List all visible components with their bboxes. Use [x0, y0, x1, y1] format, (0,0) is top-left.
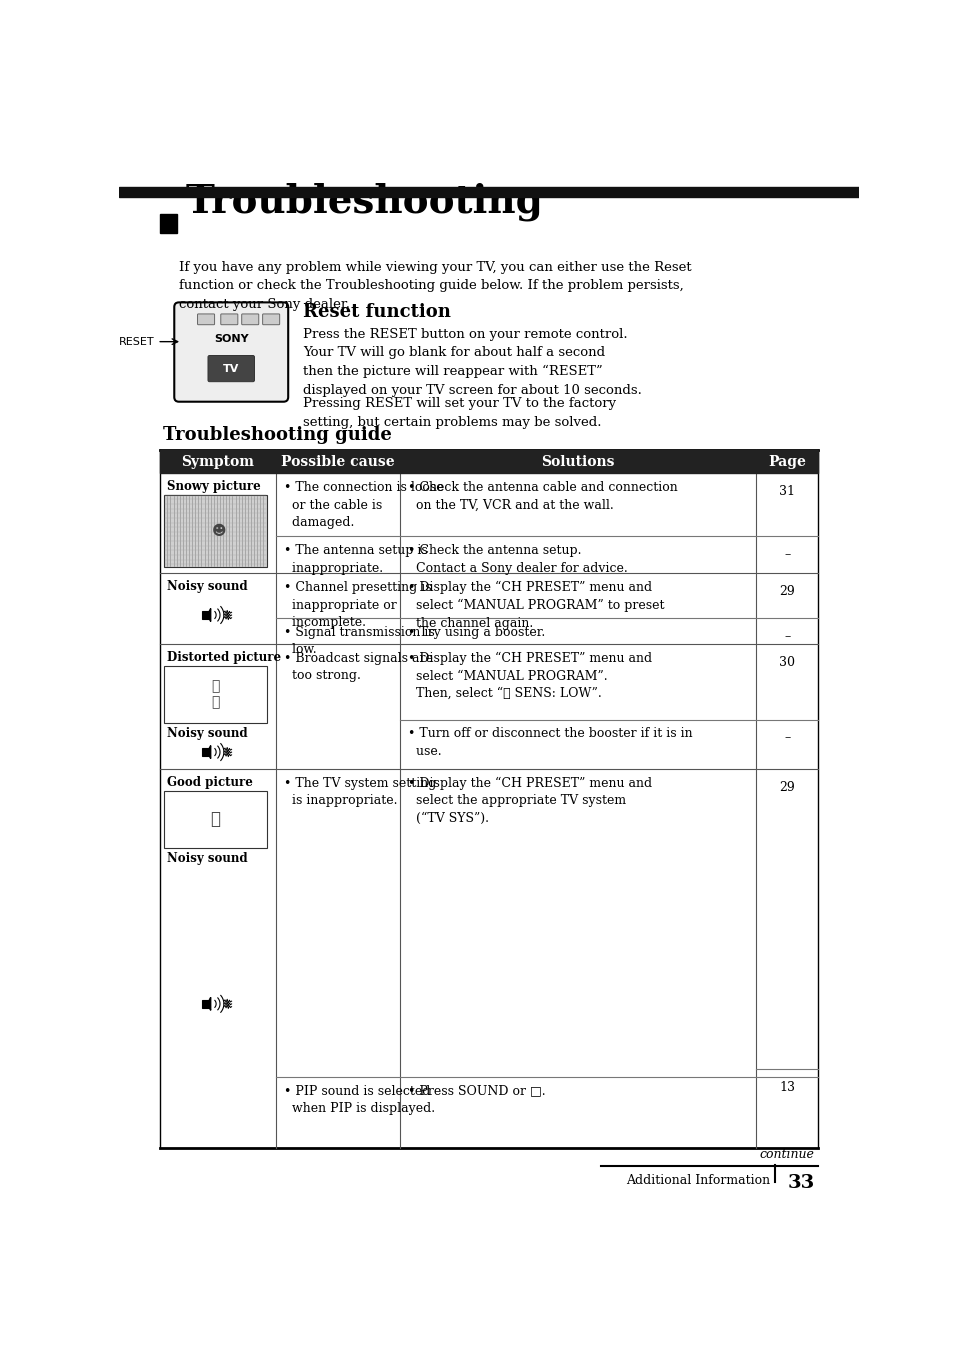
Polygon shape	[210, 745, 211, 758]
Text: If you have any problem while viewing your TV, you can either use the Reset
func: If you have any problem while viewing yo…	[179, 261, 691, 311]
Text: TV: TV	[223, 364, 239, 373]
FancyBboxPatch shape	[197, 314, 214, 324]
Text: • Press SOUND or □.: • Press SOUND or □.	[407, 1084, 544, 1098]
Text: • The connection is loose
  or the cable is
  damaged.: • The connection is loose or the cable i…	[283, 481, 443, 529]
Text: Additional Information: Additional Information	[625, 1174, 769, 1187]
Bar	[164, 665, 266, 723]
Text: Noisy sound: Noisy sound	[167, 852, 248, 865]
Text: Noisy sound: Noisy sound	[167, 580, 248, 594]
Text: continue: continue	[759, 1148, 814, 1161]
Polygon shape	[210, 608, 211, 622]
Bar	[164, 495, 266, 568]
Text: • Display the “CH PRESET” menu and
  select “MANUAL PROGRAM”.
  Then, select “⨐ : • Display the “CH PRESET” menu and selec…	[407, 652, 651, 700]
Text: 🏃: 🏃	[210, 810, 220, 827]
Text: Symptom: Symptom	[181, 454, 253, 469]
Text: Snowy picture: Snowy picture	[167, 480, 261, 493]
Text: ⚽
🏃: ⚽ 🏃	[211, 679, 219, 710]
FancyBboxPatch shape	[208, 356, 254, 381]
Polygon shape	[210, 998, 211, 1010]
Bar	[202, 999, 210, 1009]
Text: Distorted picture: Distorted picture	[167, 652, 281, 664]
FancyBboxPatch shape	[241, 314, 258, 324]
Text: • Signal transmission is
  low.: • Signal transmission is low.	[283, 626, 434, 656]
Text: • Channel presetting is
  inappropriate or
  incomplete.: • Channel presetting is inappropriate or…	[283, 581, 431, 629]
Text: • Check the antenna setup.
  Contact a Sony dealer for advice.: • Check the antenna setup. Contact a Son…	[407, 544, 627, 575]
Bar	[159, 215, 176, 233]
FancyBboxPatch shape	[220, 314, 237, 324]
Text: Noisy sound: Noisy sound	[167, 727, 248, 741]
Text: Page: Page	[767, 454, 805, 469]
Text: Possible cause: Possible cause	[281, 454, 395, 469]
Text: • Turn off or disconnect the booster if it is in
  use.: • Turn off or disconnect the booster if …	[407, 727, 692, 758]
Text: • Display the “CH PRESET” menu and
  select the appropriate TV system
  (“TV SYS: • Display the “CH PRESET” menu and selec…	[407, 776, 651, 825]
Text: –: –	[783, 548, 790, 561]
Text: 13: 13	[779, 1080, 795, 1094]
Text: Press the RESET button on your remote control.
Your TV will go blank for about h: Press the RESET button on your remote co…	[303, 327, 641, 396]
FancyBboxPatch shape	[262, 314, 279, 324]
Text: Troubleshooting: Troubleshooting	[186, 183, 543, 220]
Text: 29: 29	[779, 780, 795, 794]
Bar	[119, 187, 858, 197]
Bar	[164, 791, 266, 848]
Text: 29: 29	[779, 585, 795, 598]
Text: • Broadcast signals are
  too strong.: • Broadcast signals are too strong.	[283, 652, 432, 683]
Bar	[202, 611, 210, 619]
Text: 31: 31	[779, 485, 795, 498]
Text: • The antenna setup is
  inappropriate.: • The antenna setup is inappropriate.	[283, 544, 427, 575]
Text: SONY: SONY	[213, 334, 249, 345]
Bar	[202, 748, 210, 756]
Bar	[159, 450, 818, 473]
Text: Solutions: Solutions	[540, 454, 614, 469]
Text: 33: 33	[787, 1174, 814, 1192]
Text: Reset function: Reset function	[303, 303, 451, 322]
Text: • Try using a booster.: • Try using a booster.	[407, 626, 544, 638]
Text: 30: 30	[779, 656, 795, 669]
Text: Pressing RESET will set your TV to the factory
setting, but certain problems may: Pressing RESET will set your TV to the f…	[303, 397, 616, 429]
Text: –: –	[783, 731, 790, 744]
Text: –: –	[783, 630, 790, 642]
FancyBboxPatch shape	[174, 303, 288, 402]
Text: • The TV system setting
  is inappropriate.: • The TV system setting is inappropriate…	[283, 776, 436, 807]
Text: • PIP sound is selected
  when PIP is displayed.: • PIP sound is selected when PIP is disp…	[283, 1084, 435, 1115]
Text: • Display the “CH PRESET” menu and
  select “MANUAL PROGRAM” to preset
  the cha: • Display the “CH PRESET” menu and selec…	[407, 581, 663, 630]
Text: Good picture: Good picture	[167, 776, 253, 790]
Text: Troubleshooting guide: Troubleshooting guide	[163, 426, 392, 443]
Text: ☻: ☻	[212, 525, 226, 538]
Text: RESET: RESET	[118, 337, 154, 346]
Text: • Check the antenna cable and connection
  on the TV, VCR and at the wall.: • Check the antenna cable and connection…	[407, 481, 677, 511]
